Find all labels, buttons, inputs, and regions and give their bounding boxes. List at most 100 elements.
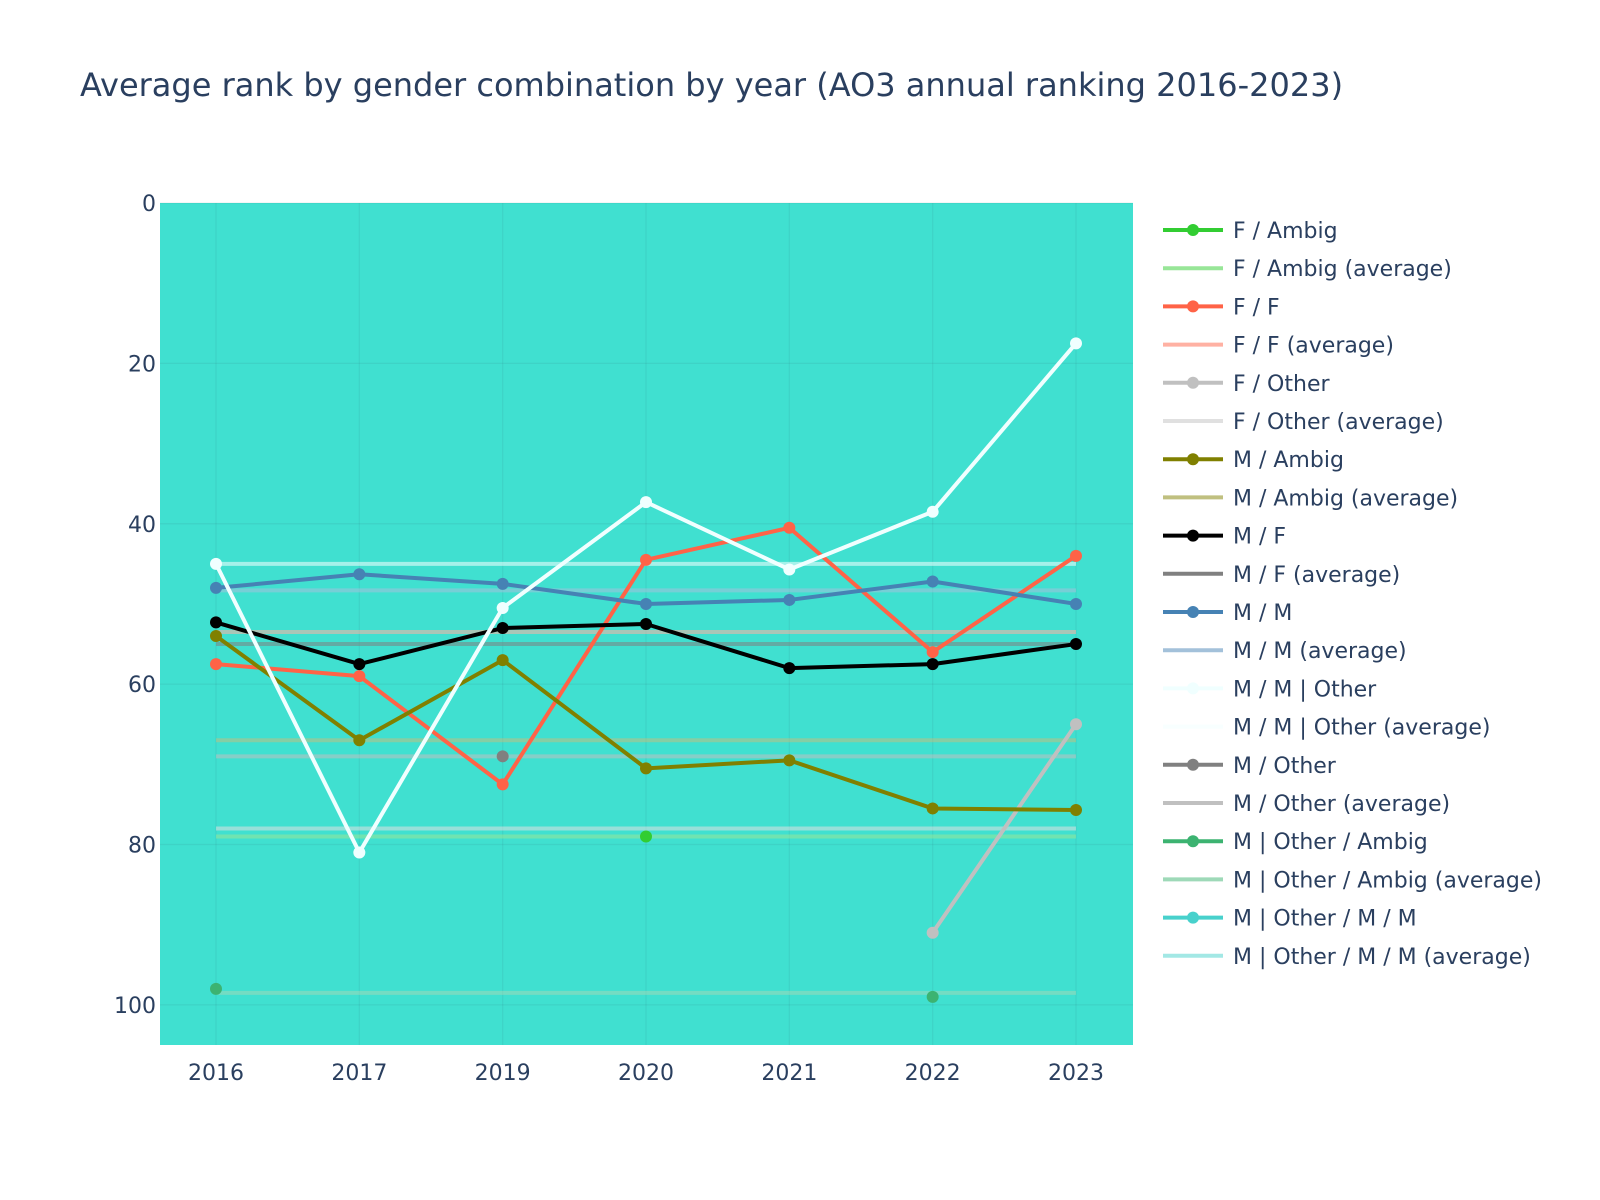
legend-swatch-marker <box>1187 376 1199 389</box>
data-point <box>496 622 509 635</box>
legend-label: F / Other <box>1233 372 1330 397</box>
data-point <box>496 577 509 590</box>
data-point <box>926 658 939 671</box>
data-point <box>926 575 939 588</box>
data-point <box>783 754 796 767</box>
data-point <box>210 982 222 995</box>
legend-item[interactable]: M | Other / M / M <box>1163 907 1417 932</box>
data-point <box>210 581 222 594</box>
data-point <box>640 597 652 610</box>
legend-item[interactable]: F / Other <box>1163 372 1330 397</box>
data-point <box>353 670 366 683</box>
data-point <box>353 734 366 747</box>
data-point <box>640 496 652 509</box>
legend-label: F / Ambig (average) <box>1233 257 1452 282</box>
data-point <box>210 616 222 629</box>
data-point <box>353 568 366 581</box>
legend-item[interactable]: F / F (average) <box>1163 334 1394 359</box>
legend-item[interactable]: M / Other (average) <box>1163 792 1450 817</box>
data-point <box>210 557 222 570</box>
data-point <box>1070 718 1082 731</box>
legend-label: M | Other / M / M (average) <box>1233 945 1531 970</box>
y-tick-label: 0 <box>142 192 156 217</box>
legend-item[interactable]: M | Other / Ambig (average) <box>1163 868 1542 893</box>
legend-label: M / M <box>1233 601 1292 626</box>
legend-item[interactable]: M / M (average) <box>1163 639 1407 664</box>
data-point <box>353 658 366 671</box>
data-point <box>1070 804 1082 817</box>
data-point <box>210 658 222 671</box>
x-tick-label: 2023 <box>1048 1061 1104 1086</box>
legend-swatch-marker <box>1187 911 1199 924</box>
x-axis-ticks: 2016 2017 2019 2020 2021 2022 2023 <box>188 1061 1104 1086</box>
legend-label: M | Other / M / M <box>1233 907 1417 932</box>
x-tick-label: 2022 <box>905 1061 961 1086</box>
legend-item[interactable]: F / Ambig (average) <box>1163 257 1452 282</box>
legend-item[interactable]: M | Other / Ambig <box>1163 830 1428 855</box>
data-point <box>640 553 652 566</box>
legend-label: M | Other / Ambig <box>1233 830 1428 855</box>
chart-title: Average rank by gender combination by ye… <box>80 66 1344 104</box>
y-tick-label: 100 <box>114 994 156 1019</box>
legend-label: M / F (average) <box>1233 563 1400 588</box>
legend-label: M / Other (average) <box>1233 792 1450 817</box>
legend-item[interactable]: M / M | Other (average) <box>1163 716 1490 741</box>
legend[interactable]: F / Ambig F / Ambig (average) F / F F / F (… <box>1163 219 1542 970</box>
average-lines-layer <box>216 561 1076 995</box>
legend-swatch-marker <box>1187 300 1199 313</box>
data-point <box>1070 337 1082 350</box>
legend-item[interactable]: F / Other (average) <box>1163 410 1444 435</box>
legend-swatch-marker <box>1187 682 1199 695</box>
legend-label: M / F <box>1233 525 1286 550</box>
legend-item[interactable]: F / F <box>1163 295 1280 320</box>
legend-swatch-marker <box>1187 224 1199 236</box>
data-point <box>783 521 796 534</box>
data-point <box>496 654 509 667</box>
legend-label: M / M | Other <box>1233 677 1377 702</box>
series-line <box>931 723 1078 934</box>
data-point <box>926 926 939 939</box>
data-point <box>926 802 939 815</box>
x-tick-label: 2021 <box>761 1061 817 1086</box>
y-axis-ticks: 0 20 40 60 80 100 <box>114 192 156 1019</box>
x-tick-label: 2020 <box>618 1061 674 1086</box>
legend-label: F / Other (average) <box>1233 410 1444 435</box>
legend-label: M / Ambig <box>1233 448 1344 473</box>
data-point <box>640 830 652 843</box>
legend-label: M / Ambig (average) <box>1233 486 1458 511</box>
y-tick-label: 20 <box>128 352 156 377</box>
legend-label: F / F (average) <box>1233 334 1394 359</box>
data-point <box>783 563 796 576</box>
legend-label: F / Ambig <box>1233 219 1338 244</box>
data-point <box>783 662 796 675</box>
legend-swatch-marker <box>1187 606 1199 618</box>
data-point <box>496 601 509 614</box>
data-point <box>496 778 509 791</box>
data-point <box>496 750 509 763</box>
legend-item[interactable]: F / Ambig <box>1163 219 1338 244</box>
data-point <box>210 630 222 643</box>
y-tick-label: 60 <box>128 673 156 698</box>
data-point <box>640 618 652 630</box>
legend-item[interactable]: M / F (average) <box>1163 563 1400 588</box>
legend-item[interactable]: M / M | Other <box>1163 677 1377 702</box>
legend-label: F / F <box>1233 295 1280 320</box>
legend-swatch-marker <box>1187 758 1199 771</box>
legend-swatch-marker <box>1187 835 1199 848</box>
legend-item[interactable]: M / M <box>1163 601 1292 626</box>
legend-item[interactable]: M / Ambig <box>1163 448 1344 473</box>
data-point <box>926 505 939 518</box>
legend-swatch-marker <box>1187 529 1199 542</box>
data-point <box>1070 549 1082 562</box>
data-point <box>1070 638 1082 651</box>
legend-item[interactable]: M / F <box>1163 525 1286 550</box>
legend-item[interactable]: M / Other <box>1163 754 1337 779</box>
legend-item[interactable]: M / Ambig (average) <box>1163 486 1458 511</box>
data-point <box>353 846 366 859</box>
legend-item[interactable]: M | Other / M / M (average) <box>1163 945 1531 970</box>
y-tick-label: 40 <box>128 513 156 538</box>
x-tick-label: 2016 <box>188 1061 244 1086</box>
legend-label: M / M | Other (average) <box>1233 716 1490 741</box>
data-point <box>926 646 939 659</box>
